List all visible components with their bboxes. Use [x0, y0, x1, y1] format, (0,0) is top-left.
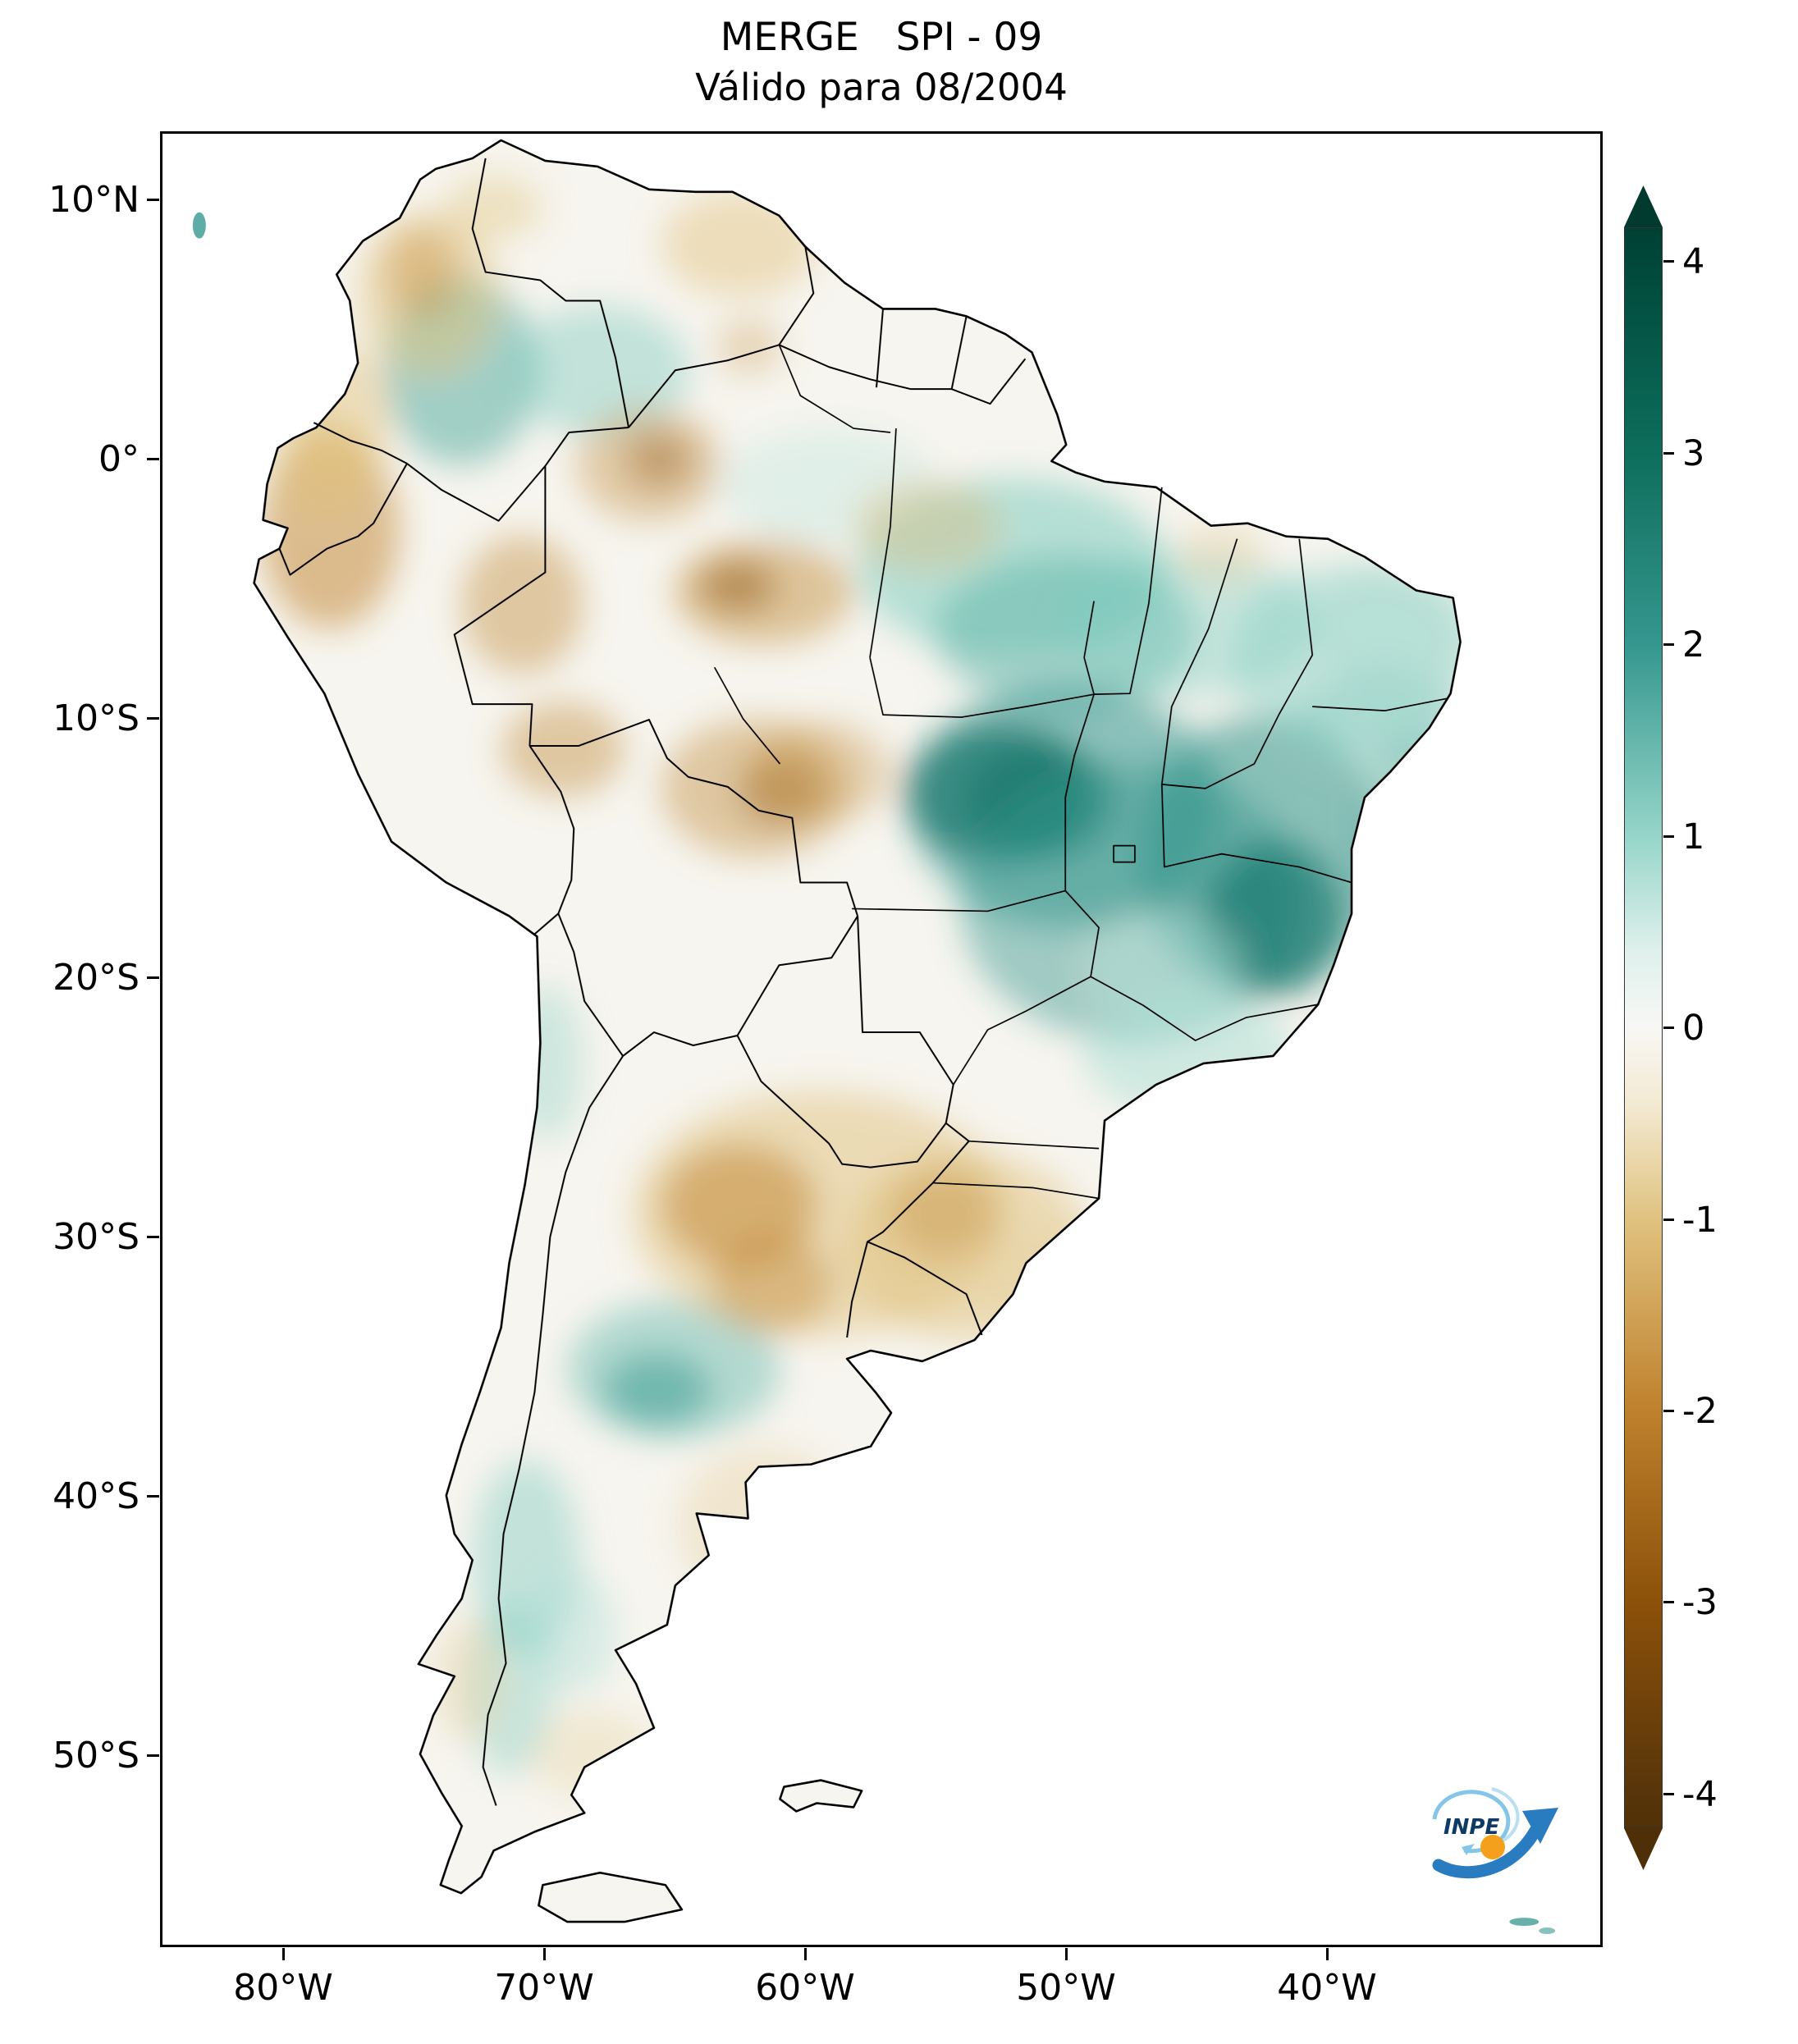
colorbar-tick-label: -2: [1682, 1391, 1718, 1432]
x-tick-label: 80°W: [233, 1967, 333, 2009]
y-tick-mark: [147, 1754, 159, 1757]
y-tick-label: 0°: [98, 438, 140, 480]
swoosh-arrow-icon: [1432, 1808, 1558, 1879]
colorbar-tick-mark: [1663, 1027, 1674, 1029]
inpe-logo-text: INPE: [1443, 1815, 1499, 1840]
y-tick-label: 30°S: [53, 1216, 140, 1258]
y-tick-label: 10°S: [53, 697, 140, 739]
y-tick-label: 50°S: [53, 1735, 140, 1776]
y-tick-label: 40°S: [53, 1475, 140, 1517]
y-tick-label: 10°N: [48, 179, 140, 221]
x-tick-mark: [1326, 1948, 1329, 1960]
x-tick-label: 50°W: [1016, 1967, 1116, 2009]
colorbar-gradient: [1624, 227, 1663, 1828]
y-tick-mark: [147, 1495, 159, 1498]
colorbar-tick-label: 0: [1682, 1008, 1705, 1049]
colorbar-tick-mark: [1663, 643, 1674, 646]
colorbar-over-arrow: [1624, 185, 1663, 227]
colorbar-tick-mark: [1663, 452, 1674, 455]
coastline: [253, 139, 1462, 1923]
colorbar-tick-mark: [1663, 1601, 1674, 1603]
colorbar-tick-label: -3: [1682, 1582, 1718, 1623]
x-tick-label: 70°W: [494, 1967, 594, 2009]
spi-anomaly-field: [260, 174, 1461, 1799]
country-borders: [278, 158, 1027, 1806]
colorbar-tick-label: 4: [1682, 241, 1705, 282]
colorbar-tick-label: -1: [1682, 1200, 1718, 1241]
inpe-logo-graphic: INPE: [1432, 1787, 1558, 1879]
y-tick-mark: [147, 976, 159, 979]
x-tick-mark: [804, 1948, 807, 1960]
state-borders: [713, 344, 1448, 1200]
colorbar-tick-label: 3: [1682, 433, 1705, 474]
map-plot-area: INPE: [160, 131, 1603, 1947]
y-tick-mark: [147, 458, 159, 460]
colorbar-tick-label: 2: [1682, 624, 1705, 665]
x-tick-label: 60°W: [755, 1967, 855, 2009]
y-tick-label: 20°S: [53, 957, 140, 999]
x-tick-mark: [1065, 1948, 1068, 1960]
colorbar: [1624, 185, 1663, 1870]
colorbar-tick-mark: [1663, 1793, 1674, 1795]
colorbar-tick-mark: [1663, 1219, 1674, 1221]
y-tick-mark: [147, 1236, 159, 1238]
y-tick-mark: [147, 717, 159, 720]
colorbar-tick-mark: [1663, 260, 1674, 263]
figure-title: MERGE SPI - 09: [720, 15, 1043, 60]
y-tick-mark: [147, 199, 159, 201]
ocean-specks: [192, 212, 1556, 1935]
inpe-logo: INPE: [1414, 1768, 1578, 1883]
orange-ball-icon: [1480, 1835, 1505, 1859]
colorbar-tick-mark: [1663, 835, 1674, 838]
colorbar-tick-label: 1: [1682, 816, 1705, 857]
colorbar-under-arrow: [1624, 1828, 1663, 1870]
colorbar-tick-mark: [1663, 1410, 1674, 1412]
colorbar-tick-label: -4: [1682, 1774, 1718, 1815]
x-tick-label: 40°W: [1277, 1967, 1377, 2009]
x-tick-mark: [282, 1948, 285, 1960]
figure-subtitle: Válido para 08/2004: [695, 66, 1068, 109]
x-tick-mark: [543, 1948, 546, 1960]
south-america-map: [162, 134, 1600, 1945]
